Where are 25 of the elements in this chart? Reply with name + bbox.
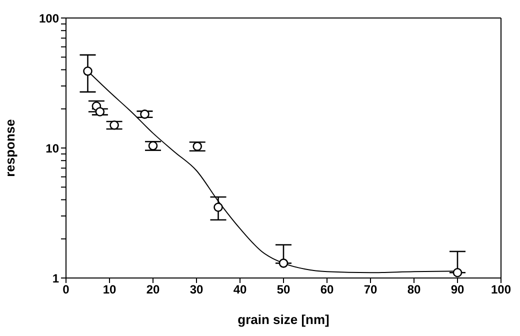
x-tick-label: 0 — [62, 282, 70, 297]
y-tick-label: 1 — [52, 271, 60, 286]
x-tick-label: 70 — [364, 282, 378, 297]
point — [278, 258, 288, 268]
x-tick-label: 10 — [102, 282, 116, 297]
y-tick-label: 10 — [46, 141, 60, 156]
point — [95, 107, 105, 116]
y-tick-label: 100 — [38, 11, 60, 26]
point — [452, 268, 462, 278]
point — [148, 141, 158, 150]
point — [83, 66, 92, 76]
point — [214, 202, 223, 212]
x-axis-title: grain size [nm] — [238, 312, 330, 327]
x-tick-label: 90 — [450, 282, 464, 297]
y-axis-title: response — [2, 119, 18, 177]
x-tick-label: 80 — [407, 282, 421, 297]
x-tick-label: 100 — [490, 282, 512, 297]
x-tick-label: 50 — [276, 282, 290, 297]
point — [192, 142, 202, 151]
x-tick-label: 20 — [146, 282, 160, 297]
point — [140, 110, 150, 119]
point — [110, 120, 119, 130]
x-tick-label: 40 — [233, 282, 247, 297]
x-tick-label: 30 — [190, 282, 204, 297]
x-tick-label: 60 — [320, 282, 334, 297]
